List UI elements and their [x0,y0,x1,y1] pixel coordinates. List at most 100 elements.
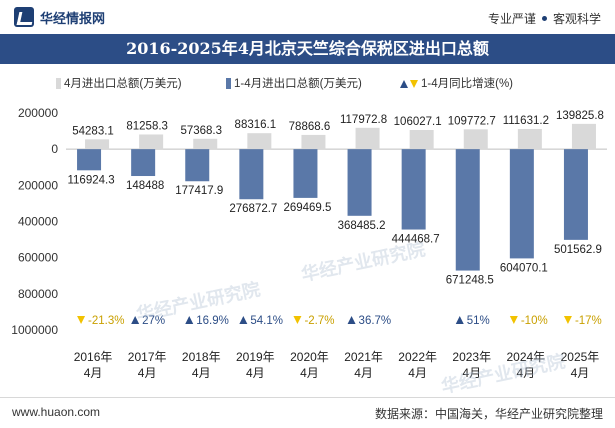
footer-source: 数据来源：中国海关，华经产业研究院整理 [374,407,603,421]
x-tick-label: 4月 [138,366,157,380]
bar-month [301,134,326,150]
legend-label-3: 1-4月同比增速(%) [421,76,513,90]
title-bar: 2016-2025年4月北京天竺综合保税区进出口总额 [0,34,615,64]
y-tick-label: 800000 [18,287,58,301]
label-cumulative: 604070.1 [500,262,548,274]
y-tick-label: 200000 [18,178,58,192]
x-tick-label: 4月 [462,366,481,380]
growth-up-icon [347,316,356,324]
growth-down-icon [77,316,86,324]
x-tick-label: 2016年 [74,350,113,364]
bar-cumulative [347,149,372,216]
dot-icon [541,16,547,21]
label-cumulative: 269469.5 [283,202,331,214]
growth-down-icon [293,316,302,324]
growth-down-icon [563,316,572,324]
growth-up-icon [131,316,140,324]
x-tick-label: 4月 [300,366,319,380]
chart: 4月进出口总额(万美元) 1-4月进出口总额(万美元) 1-4月同比增速(%) 200… [11,76,607,380]
x-tick-label: 2019年 [236,350,275,364]
x-tick-label: 2017年 [128,350,167,364]
bar-cumulative [455,149,480,271]
x-tick-label: 4月 [408,366,427,380]
tag-professional: 专业严谨 [487,12,536,26]
label-month: 106027.1 [394,116,442,128]
bar-month [193,138,218,150]
footer: www.huaon.com 数据来源：中国海关，华经产业研究院整理 [0,397,615,428]
y-tick-label: 600000 [18,251,58,265]
label-growth: 16.9% [196,315,229,327]
brand-name: 华经情报网 [40,10,106,26]
y-tick-label: 400000 [18,215,58,229]
label-growth: 36.7% [359,315,392,327]
bar-cumulative [239,149,264,200]
x-tick-label: 4月 [84,366,103,380]
label-month: 81258.3 [126,120,168,132]
legend-up-icon [400,80,408,88]
x-tick-label: 2020年 [290,350,329,364]
label-growth: 51% [467,315,490,327]
footer-website: www.huaon.com [12,405,101,419]
label-cumulative: 368485.2 [338,220,386,232]
growth-up-icon [239,316,248,324]
tag-objective: 客观科学 [552,12,601,26]
legend-down-icon [410,80,418,88]
growth-up-icon [185,316,194,324]
bar-month [355,127,380,150]
x-tick-label: 2021年 [344,350,383,364]
label-month: 57368.3 [180,125,222,137]
brand: 华经情报网 [14,7,105,27]
x-tick-label: 4月 [354,366,373,380]
y-tick-label: 0 [51,142,58,156]
label-cumulative: 501562.9 [554,244,602,256]
label-cumulative: 148488 [126,180,164,192]
x-tick-label: 2024年 [506,350,545,364]
bar-month [139,134,164,150]
x-tick-label: 2023年 [452,350,491,364]
bar-month [85,139,110,150]
bar-cumulative [77,149,102,171]
label-cumulative: 276872.7 [229,203,277,215]
bar-cumulative [563,149,588,240]
bar-cumulative [509,149,534,259]
y-tick-label: 200000 [18,106,58,120]
y-tick-label: 1000000 [11,323,58,337]
label-cumulative: 177417.9 [175,185,223,197]
label-month: 88316.1 [235,119,277,131]
label-growth: -2.7% [304,315,334,327]
bar-cumulative [131,149,156,177]
x-tick-label: 2022年 [398,350,437,364]
label-month: 111631.2 [503,115,549,127]
bar-month [463,129,488,150]
x-tick-label: 2018年 [182,350,221,364]
bar-cumulative [401,149,426,230]
label-month: 139825.8 [556,110,604,122]
header-tags: 专业严谨 客观科学 [488,10,601,27]
bar-cumulative [185,149,210,182]
label-growth: -17% [575,315,602,327]
x-tick-label: 4月 [571,366,590,380]
top-header: 华经情报网 专业严谨 客观科学 [0,0,615,34]
label-growth: 27% [142,315,165,327]
legend-label-1: 4月进出口总额(万美元) [64,76,182,90]
label-cumulative: 671248.5 [446,275,494,287]
x-tick-label: 4月 [517,366,536,380]
bar-month [517,128,542,150]
growth-up-icon [455,316,464,324]
chart-title: 2016-2025年4月北京天竺综合保税区进出口总额 [126,39,489,58]
label-cumulative: 444468.7 [392,234,440,246]
bar-month [247,133,272,150]
x-tick-label: 2025年 [561,350,600,364]
label-growth: 54.1% [250,315,283,327]
label-month: 54283.1 [72,125,114,137]
legend-swatch-2 [226,78,231,89]
label-growth: -21.3% [88,315,124,327]
x-tick-label: 4月 [246,366,265,380]
growth-down-icon [509,316,518,324]
legend-label-2: 1-4月进出口总额(万美元) [234,76,362,90]
bar-month [571,123,596,150]
brand-logo-icon [14,7,34,27]
bar-month [409,129,434,150]
bar-cumulative [293,149,318,198]
legend-swatch-1 [56,78,61,89]
